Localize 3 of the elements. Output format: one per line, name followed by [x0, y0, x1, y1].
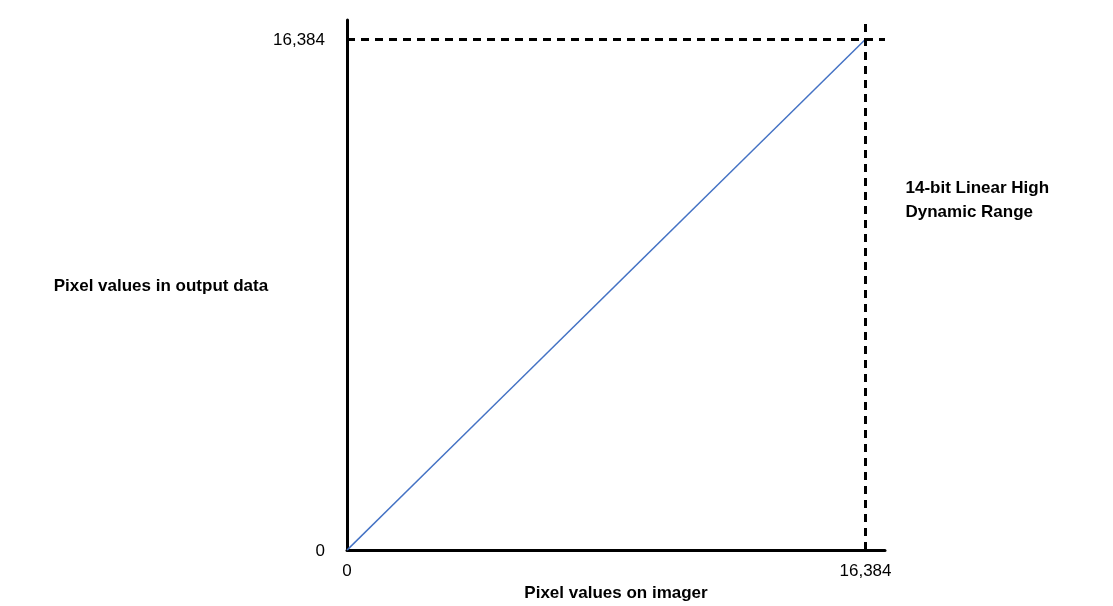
y-axis-title: Pixel values in output data — [53, 275, 269, 295]
x-axis-title: Pixel values on imager — [524, 583, 709, 602]
ref-line-label: 14-bit Linear High Dynamic Range — [905, 177, 1054, 221]
